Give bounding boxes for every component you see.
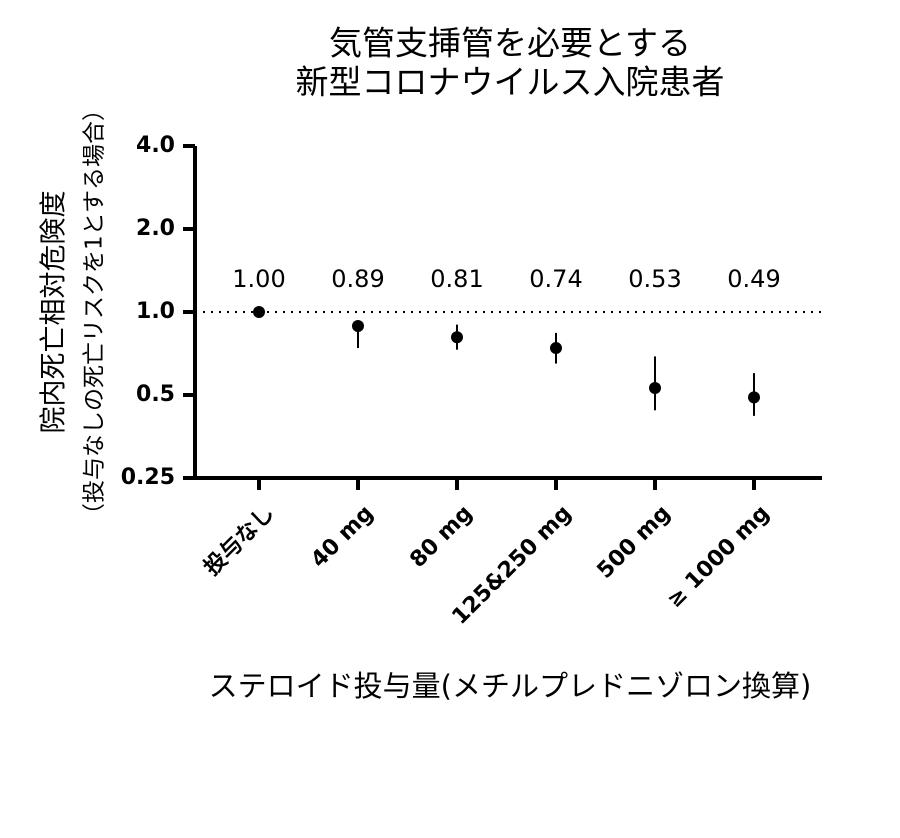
value-label: 0.49 <box>727 265 780 293</box>
value-label: 0.81 <box>430 265 483 293</box>
y-axis-label: （投与なしの死亡リスクを1とする場合） <box>82 98 108 526</box>
y-tick-label: 1.0 <box>136 299 175 324</box>
x-tick-label: 40 mg <box>306 501 378 573</box>
x-axis-label: ステロイド投与量(メチルプレドニゾロン換算) <box>209 669 812 703</box>
point <box>550 342 562 355</box>
x-tick-label: ≥ 1000 mg <box>662 501 774 613</box>
value-label: 1.00 <box>232 265 285 293</box>
y-tick-label: 4.0 <box>136 133 175 158</box>
value-label: 0.53 <box>628 265 681 293</box>
x-tick-label: 500 mg <box>593 501 676 584</box>
x-tick-label: 投与なし <box>200 501 280 581</box>
point <box>451 331 463 344</box>
y-tick-label: 0.5 <box>136 382 175 407</box>
value-label: 0.89 <box>331 265 384 293</box>
y-tick-label: 0.25 <box>121 465 175 490</box>
value-label: 0.74 <box>529 265 582 293</box>
x-tick-label: 80 mg <box>405 501 477 573</box>
y-tick-label: 2.0 <box>136 216 175 241</box>
y-axis-label: 院内死亡相対危険度 <box>39 191 70 434</box>
chart-title: 気管支挿管を必要とする <box>329 24 691 63</box>
point <box>253 306 265 318</box>
point <box>649 382 661 395</box>
chart-title: 新型コロナウイルス入院患者 <box>296 63 725 102</box>
point <box>748 391 760 404</box>
point <box>352 319 364 332</box>
